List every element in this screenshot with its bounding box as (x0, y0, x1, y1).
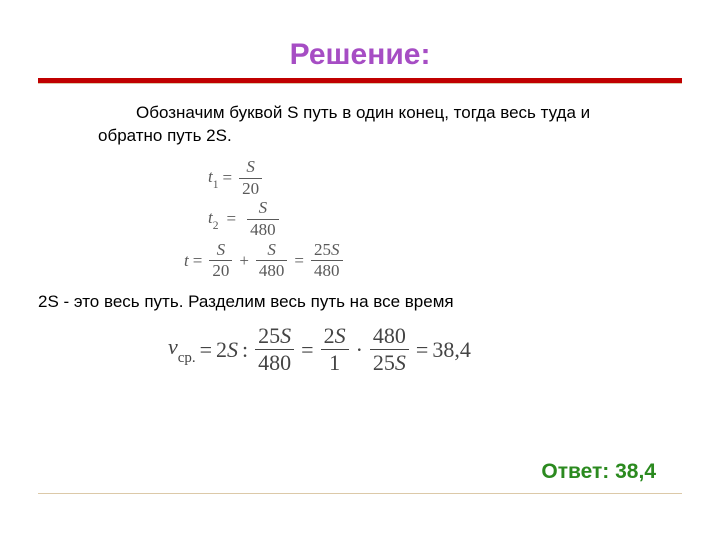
equation-block-1: t1 = S 20 t2 = S 480 t = S 20 (208, 158, 682, 281)
eq-t-sum: t = S 20 + S 480 = 25S 480 (184, 241, 682, 281)
dot-sign: · (352, 337, 367, 363)
divider-pale-bottom (38, 493, 682, 494)
slide: Решение: Обозначим буквой S путь в один … (0, 0, 720, 540)
eq-var: t2 (208, 208, 219, 230)
eq-result: 38,4 (432, 337, 471, 363)
fraction: S 20 (209, 241, 232, 281)
paragraph-intro: Обозначим буквой S путь в один конец, то… (98, 102, 658, 148)
eq-vsr: vср. = 2S : 25S 480 = 2S 1 · 480 25S = 3… (168, 324, 682, 375)
slide-title: Решение: (38, 38, 682, 72)
plus-sign: + (235, 251, 253, 271)
fraction: S 20 (239, 158, 262, 198)
equals-sign: = (196, 337, 216, 363)
eq-var: t1 (208, 167, 219, 189)
fraction: S 480 (247, 199, 279, 239)
eq-term: 2S (216, 337, 238, 363)
paragraph-mid: 2S - это весь путь. Разделим весь путь н… (38, 291, 682, 314)
divider-pale-top (38, 83, 682, 84)
equation-block-2: vср. = 2S : 25S 480 = 2S 1 · 480 25S = 3… (168, 324, 682, 375)
equals-sign: = (297, 337, 317, 363)
equals-sign: = (412, 337, 432, 363)
equals-sign: = (290, 251, 308, 271)
fraction: S 480 (256, 241, 288, 281)
equals-sign: = (219, 168, 237, 188)
answer-label: Ответ: 38,4 (541, 460, 656, 484)
equals-sign: = (189, 251, 207, 271)
fraction: 25S 480 (255, 324, 294, 375)
equals-sign: = (219, 209, 245, 229)
fraction: 2S 1 (321, 324, 349, 375)
eq-t1: t1 = S 20 (208, 158, 682, 198)
fraction: 480 25S (370, 324, 409, 375)
fraction: 25S 480 (311, 241, 343, 281)
eq-t2: t2 = S 480 (208, 199, 682, 239)
colon-sign: : (238, 337, 252, 363)
eq-var: vср. (168, 334, 196, 364)
